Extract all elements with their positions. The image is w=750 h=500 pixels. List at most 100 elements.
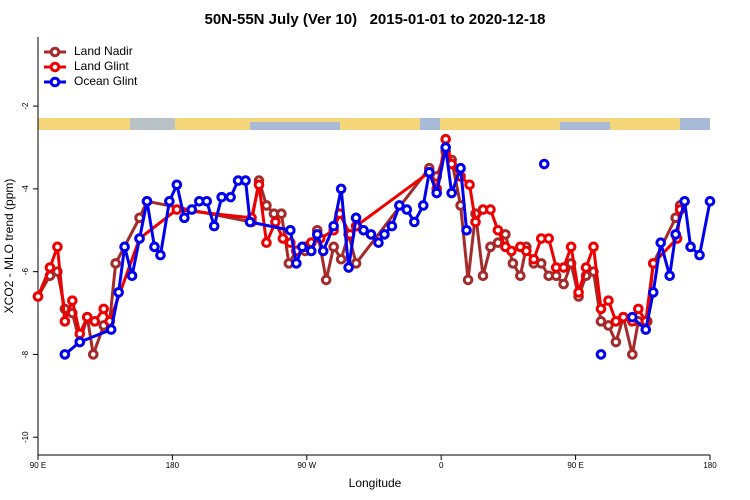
data-point	[704, 196, 716, 207]
data-point	[647, 287, 659, 298]
y-tick-label: -4	[21, 185, 30, 193]
data-point	[655, 237, 667, 248]
data-point	[595, 316, 607, 327]
data-point	[335, 183, 347, 195]
data-point	[119, 241, 130, 253]
data-point	[105, 324, 117, 335]
data-point	[386, 220, 398, 232]
data-point	[171, 204, 183, 215]
data-point	[440, 142, 451, 153]
legend-label: Land Glint	[74, 59, 129, 73]
data-point	[485, 204, 496, 215]
data-point	[261, 237, 272, 248]
data-point	[335, 253, 347, 265]
data-point	[379, 229, 390, 240]
data-point	[320, 274, 332, 286]
legend-marker	[49, 46, 61, 58]
x-tick-label: 180	[166, 461, 180, 470]
data-point	[311, 229, 323, 240]
data-point	[477, 270, 489, 282]
data-point	[462, 274, 474, 286]
data-point	[500, 229, 511, 240]
data-point	[394, 200, 405, 211]
land-mask-strip	[38, 118, 710, 130]
data-point	[595, 349, 607, 360]
data-point	[595, 303, 607, 315]
data-point	[110, 258, 121, 269]
legend-label: Ocean Glint	[74, 74, 138, 88]
data-point	[538, 158, 550, 170]
data-point	[186, 204, 198, 215]
legend-marker	[49, 76, 61, 88]
data-point	[588, 241, 599, 253]
data-point	[528, 253, 540, 265]
data-point	[507, 258, 519, 269]
data-point	[67, 295, 78, 306]
data-point	[565, 241, 577, 253]
data-point	[291, 258, 302, 269]
data-point	[603, 295, 614, 306]
data-point	[550, 270, 562, 282]
data-point	[179, 212, 190, 224]
data-point	[440, 133, 451, 145]
data-point	[633, 303, 644, 315]
data-point	[328, 220, 339, 232]
data-point	[401, 204, 413, 215]
data-point	[670, 229, 681, 240]
data-point	[89, 316, 101, 327]
data-point	[297, 241, 308, 253]
y-tick-label: -8	[21, 350, 30, 358]
data-point	[113, 287, 124, 298]
data-point	[685, 241, 696, 253]
data-point	[277, 233, 289, 244]
data-point	[87, 349, 99, 360]
data-point	[171, 179, 183, 191]
data-point	[618, 311, 629, 323]
data-point	[603, 320, 614, 331]
data-point	[59, 316, 71, 327]
data-point	[446, 187, 457, 199]
data-point	[134, 233, 145, 244]
data-point	[431, 187, 443, 199]
data-point	[558, 262, 569, 273]
data-point	[580, 262, 592, 273]
y-tick-label: -2	[21, 102, 30, 110]
data-point	[640, 324, 652, 335]
data-point	[627, 311, 638, 323]
series-line	[36, 137, 682, 336]
data-point	[270, 216, 281, 228]
x-tick-label: 90 E	[567, 461, 583, 470]
data-point	[32, 291, 44, 302]
data-point	[461, 224, 472, 236]
data-point	[155, 249, 166, 261]
data-point	[305, 245, 317, 257]
data-point	[240, 175, 251, 186]
data-point	[627, 349, 638, 360]
data-point	[610, 336, 622, 348]
data-point	[201, 196, 213, 207]
data-point	[74, 328, 86, 340]
data-point	[276, 208, 287, 220]
data-point	[417, 200, 429, 211]
data-point	[521, 245, 532, 257]
x-tick-label: 90 W	[297, 461, 316, 470]
y-axis-label: XCO2 - MLO trend (ppm)	[2, 179, 16, 314]
data-point	[74, 336, 86, 348]
data-point	[216, 191, 227, 203]
data-point	[492, 237, 504, 248]
data-point	[343, 262, 354, 273]
data-point	[464, 179, 475, 191]
data-point	[350, 258, 362, 269]
data-point	[98, 303, 110, 315]
data-point	[141, 196, 153, 207]
data-point	[59, 349, 71, 360]
data-point	[285, 224, 296, 236]
data-point	[44, 262, 56, 273]
legend-marker	[49, 61, 61, 73]
data-point	[328, 241, 339, 253]
x-tick-label: 180	[703, 461, 717, 470]
data-point	[244, 216, 256, 228]
data-point	[164, 196, 175, 207]
data-point	[485, 241, 496, 253]
data-point	[664, 270, 675, 282]
